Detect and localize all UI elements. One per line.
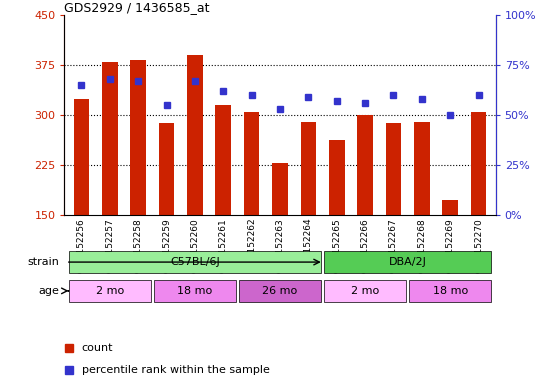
Bar (357, 115, 373, 215)
Text: percentile rank within the sample: percentile rank within the sample (82, 365, 269, 375)
Bar (272, 163, 288, 215)
Text: C57BL/6J: C57BL/6J (170, 257, 220, 267)
Text: 26 mo: 26 mo (263, 286, 297, 296)
Bar (324, 251, 491, 273)
Bar (69, 280, 151, 302)
Bar (414, 122, 430, 215)
Bar (239, 280, 321, 302)
Bar (154, 280, 236, 302)
Bar (130, 60, 146, 215)
Bar (69, 251, 321, 273)
Bar (187, 55, 203, 215)
Text: 18 mo: 18 mo (432, 286, 468, 296)
Bar (329, 141, 344, 215)
Bar (386, 123, 402, 215)
Text: strain: strain (27, 257, 59, 267)
Bar (244, 112, 259, 215)
Bar (442, 200, 458, 215)
Text: 2 mo: 2 mo (96, 286, 124, 296)
Text: DBA/2J: DBA/2J (389, 257, 427, 267)
Bar (324, 280, 406, 302)
Bar (471, 112, 487, 215)
Text: 2 mo: 2 mo (351, 286, 379, 296)
Bar (158, 123, 174, 215)
Bar (216, 105, 231, 215)
Bar (301, 122, 316, 215)
Text: age: age (38, 286, 59, 296)
Bar (102, 62, 118, 215)
Text: count: count (82, 343, 113, 353)
Bar (409, 280, 491, 302)
Bar (73, 99, 89, 215)
Text: GDS2929 / 1436585_at: GDS2929 / 1436585_at (64, 1, 210, 14)
Text: 18 mo: 18 mo (178, 286, 212, 296)
